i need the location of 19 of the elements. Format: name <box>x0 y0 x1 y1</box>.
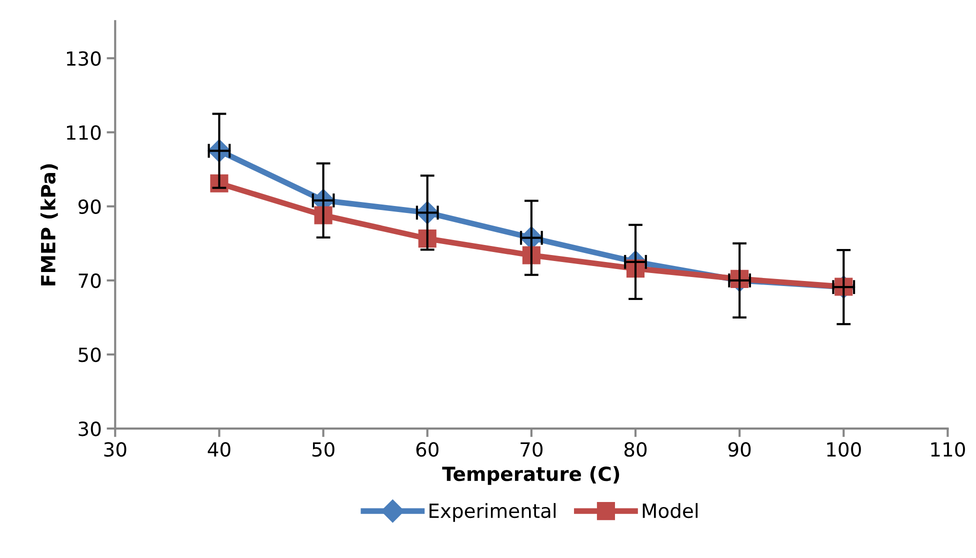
x-tick-label: 30 <box>104 442 126 457</box>
x-tick-label: 60 <box>416 442 438 457</box>
x-tick-label: 90 <box>728 442 751 457</box>
x-tick-label: 80 <box>624 442 647 457</box>
y-tick-label: 110 <box>66 125 101 140</box>
y-axis-title: FMEP (kPa) <box>40 164 58 286</box>
x-axis-title: Temperature (C) <box>442 466 620 485</box>
y-tick-label: 50 <box>78 347 101 362</box>
y-tick-label: 90 <box>78 199 101 214</box>
x-tick-label: 40 <box>208 442 230 457</box>
y-tick-label: 70 <box>78 273 101 288</box>
x-tick-label: 70 <box>520 442 543 457</box>
legend-label: Experimental <box>430 503 556 522</box>
y-tick-label: 30 <box>78 422 101 436</box>
x-tick-label: 100 <box>827 442 861 457</box>
x-tick-label: 110 <box>931 442 965 457</box>
y-tick-label: 130 <box>66 51 101 66</box>
legend-label: Model <box>642 503 698 518</box>
x-tick-label: 50 <box>312 442 334 457</box>
